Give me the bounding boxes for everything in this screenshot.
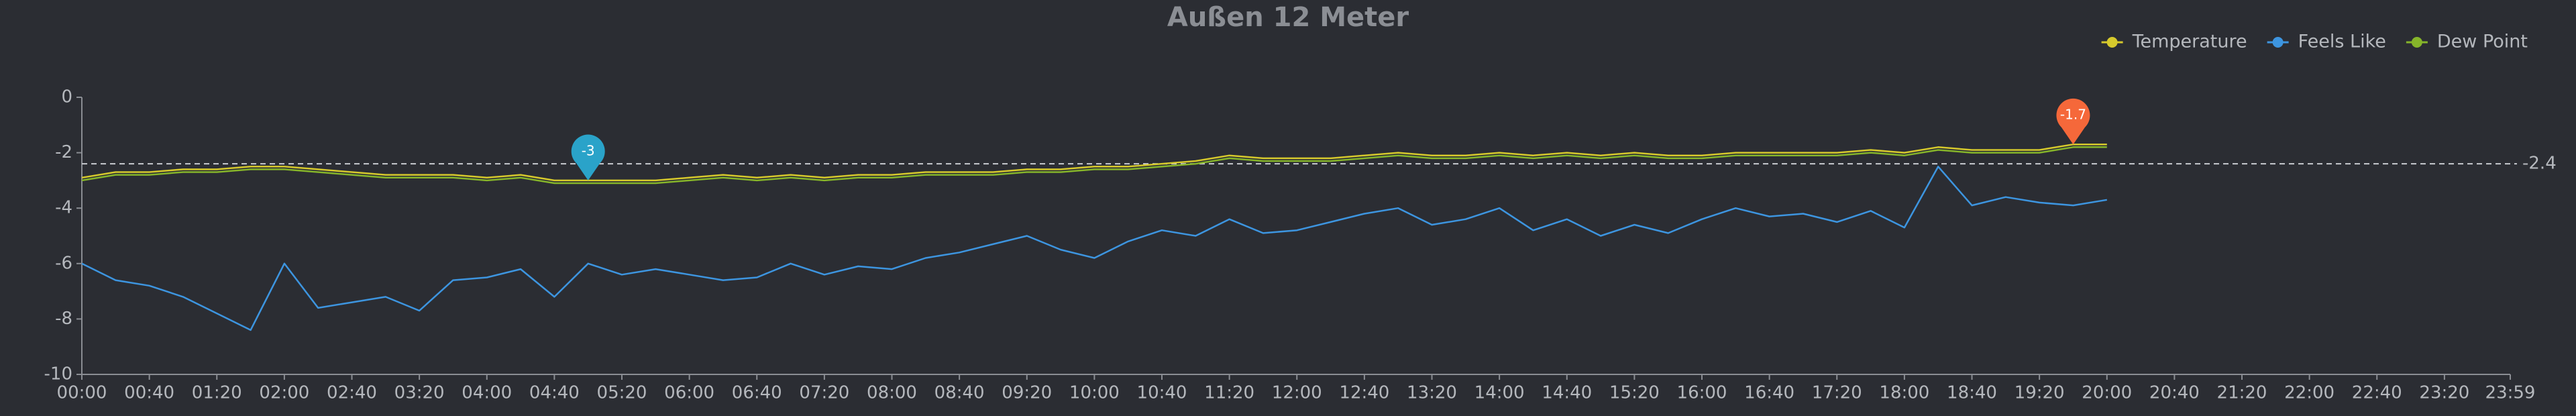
- x-tick-label: 06:00: [664, 383, 714, 403]
- x-tick-label: 04:40: [529, 383, 580, 403]
- x-tick-label: 23:20: [2419, 383, 2469, 403]
- x-tick-label: 16:40: [1744, 383, 1794, 403]
- mark-pin: [2056, 98, 2090, 145]
- x-tick-label: 02:00: [259, 383, 309, 403]
- x-tick-label: 08:40: [934, 383, 985, 403]
- x-tick-label: 00:00: [57, 383, 107, 403]
- x-tick-label: 07:20: [799, 383, 849, 403]
- x-tick-label: 15:20: [1609, 383, 1660, 403]
- x-tick-label: 08:00: [867, 383, 917, 403]
- x-tick-label: 20:00: [2082, 383, 2132, 403]
- legend-label: Feels Like: [2298, 32, 2386, 52]
- x-tick-label: 01:20: [192, 383, 242, 403]
- mark-pin-label: -1.7: [2060, 107, 2086, 123]
- x-tick-label: 22:40: [2352, 383, 2402, 403]
- x-tick-label: 13:20: [1407, 383, 1457, 403]
- series-line: [81, 166, 2108, 331]
- x-tick-label: 18:00: [1879, 383, 1929, 403]
- x-tick-label: 12:00: [1272, 383, 1322, 403]
- x-tick-label: 03:20: [394, 383, 445, 403]
- x-tick-label: 12:40: [1339, 383, 1389, 403]
- legend-label: Dew Point: [2437, 32, 2528, 52]
- x-tick-label: 18:40: [1947, 383, 1997, 403]
- x-tick-label: 10:40: [1137, 383, 1187, 403]
- y-tick-label: -2: [55, 142, 72, 162]
- legend-icon: [2411, 37, 2422, 48]
- x-tick-label: 10:00: [1069, 383, 1120, 403]
- x-tick-label: 21:20: [2217, 383, 2267, 403]
- y-tick-label: 0: [61, 87, 72, 107]
- x-tick-label: 11:20: [1204, 383, 1254, 403]
- legend-label: Temperature: [2132, 32, 2247, 52]
- x-tick-label: 19:20: [2015, 383, 2065, 403]
- legend-icon: [2106, 37, 2118, 48]
- x-tick-label: 22:00: [2284, 383, 2334, 403]
- x-tick-label: 14:00: [1474, 383, 1525, 403]
- x-tick-label: 09:20: [1002, 383, 1052, 403]
- x-tick-label: 04:00: [462, 383, 512, 403]
- x-tick-label: 00:40: [124, 383, 174, 403]
- y-tick-label: -4: [55, 198, 72, 218]
- mark-pin: [571, 134, 605, 180]
- x-tick-label: 06:40: [732, 383, 782, 403]
- x-tick-label: 20:40: [2149, 383, 2200, 403]
- x-tick-label: 23:59: [2485, 383, 2536, 403]
- y-tick-label: -8: [55, 309, 72, 329]
- x-tick-label: 14:40: [1542, 383, 1592, 403]
- average-label: -2.4: [2522, 154, 2557, 174]
- series-line: [81, 146, 2107, 185]
- mark-pin-label: -3: [582, 142, 595, 158]
- x-tick-label: 16:00: [1677, 383, 1727, 403]
- legend-icon: [2272, 37, 2284, 48]
- y-tick-label: -10: [44, 364, 72, 384]
- series-line: [81, 143, 2107, 182]
- chart-title: Außen 12 Meter: [1167, 2, 1409, 33]
- x-tick-label: 17:20: [1812, 383, 1862, 403]
- y-tick-label: -6: [55, 253, 72, 273]
- x-tick-label: 02:40: [327, 383, 377, 403]
- x-tick-label: 05:20: [597, 383, 647, 403]
